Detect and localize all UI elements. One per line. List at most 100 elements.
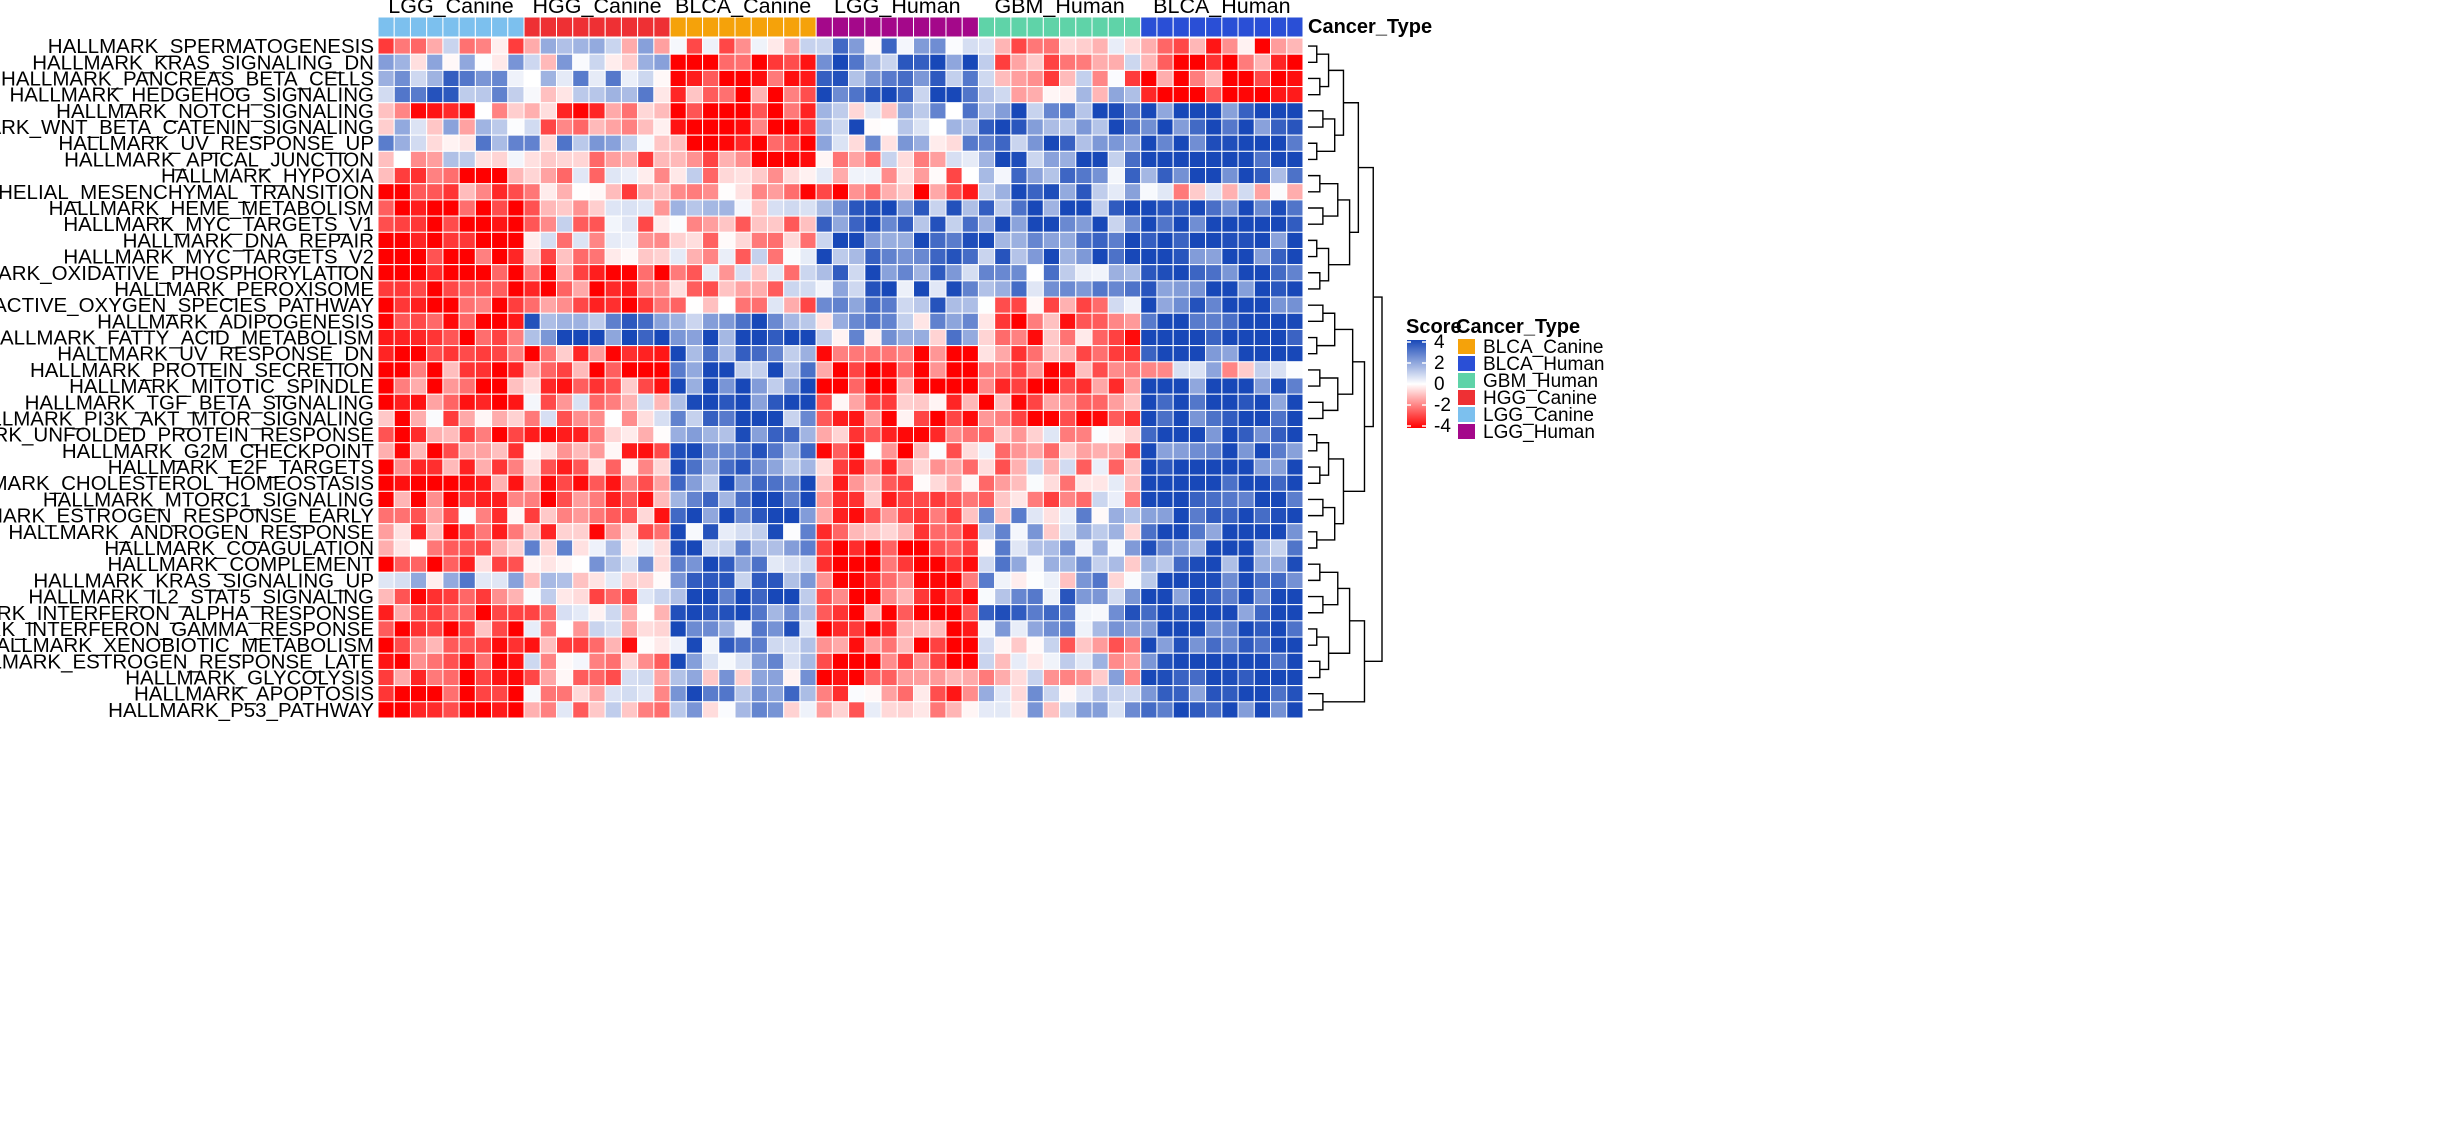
heatmap-cell: [1188, 668, 1207, 687]
heatmap-cell: [669, 37, 687, 55]
heatmap-cell: [1221, 474, 1239, 492]
heatmap-cell: [1237, 604, 1255, 622]
heatmap-cell: [913, 458, 931, 476]
heatmap-cell: [393, 539, 411, 557]
heatmap-cell: [572, 215, 590, 233]
heatmap-cell: [994, 409, 1012, 428]
heatmap-cell: [604, 474, 622, 492]
heatmap-cell: [1270, 668, 1288, 687]
heatmap-cell: [620, 361, 639, 379]
heatmap-cell: [961, 264, 979, 282]
heatmap-cell: [685, 69, 704, 88]
heatmap-cell: [1042, 361, 1061, 379]
heatmap-cell: [1205, 280, 1223, 298]
heatmap-cell: [977, 345, 996, 363]
heatmap-cell: [491, 442, 509, 460]
score-tick-label: 0: [1434, 374, 1445, 395]
heatmap-cell: [783, 668, 801, 687]
heatmap-cell: [1286, 86, 1304, 104]
heatmap-cell: [588, 507, 606, 525]
heatmap-cell: [1140, 507, 1158, 525]
heatmap-cell: [491, 215, 509, 233]
heatmap-cell: [604, 652, 622, 670]
dendrogram-branch: [1343, 361, 1366, 493]
heatmap-cell: [572, 183, 590, 201]
heatmap-cell: [1091, 345, 1109, 363]
heatmap-cell: [442, 587, 460, 606]
heatmap-cell: [523, 264, 541, 282]
heatmap-cell: [864, 231, 882, 249]
heatmap-cell: [507, 328, 525, 347]
heatmap-cell: [961, 280, 979, 298]
annotation-cell-LGG_Canine: [426, 16, 444, 38]
heatmap-cell: [1075, 555, 1093, 573]
heatmap-cell: [734, 167, 752, 185]
heatmap-cell: [1205, 587, 1223, 606]
row-label: HALLMARK_APICAL_JUNCTION: [64, 148, 374, 171]
heatmap-cell: [799, 523, 817, 541]
heatmap-cell: [718, 345, 736, 363]
heatmap-cell: [458, 474, 476, 492]
heatmap-cell: [1010, 264, 1028, 282]
heatmap-cell: [799, 345, 817, 363]
heatmap-cell: [539, 296, 558, 314]
heatmap-cell: [1010, 102, 1028, 120]
heatmap-cell: [1107, 167, 1125, 185]
heatmap-cell: [653, 183, 671, 201]
heatmap-cell: [831, 150, 850, 169]
heatmap-cell: [783, 296, 801, 314]
heatmap-cell: [523, 393, 541, 411]
heatmap-cell: [409, 701, 428, 719]
heatmap-cell: [1172, 280, 1190, 298]
heatmap-cell: [572, 247, 590, 266]
heatmap-cell: [1172, 328, 1190, 347]
heatmap-cell: [523, 539, 541, 557]
heatmap-cell: [945, 507, 963, 525]
heatmap-cell: [929, 69, 947, 88]
heatmap-cell: [458, 442, 476, 460]
heatmap-cell: [1286, 571, 1304, 589]
heatmap-cell: [491, 247, 509, 266]
heatmap-cell: [913, 37, 931, 55]
heatmap-cell: [393, 231, 411, 249]
heatmap-cell: [783, 539, 801, 557]
heatmap-cell: [880, 442, 898, 460]
heatmap-cell: [977, 215, 996, 233]
heatmap-cell: [1123, 199, 1142, 217]
heatmap-cell: [1253, 652, 1272, 670]
heatmap-cell: [1156, 442, 1174, 460]
heatmap-cell: [929, 345, 947, 363]
heatmap-cell: [588, 312, 606, 330]
heatmap-cell: [977, 86, 996, 104]
heatmap-cell: [864, 620, 882, 638]
heatmap-cell: [848, 490, 866, 509]
heatmap-cell: [556, 296, 574, 314]
heatmap-cell: [750, 247, 768, 266]
heatmap-cell: [1026, 685, 1044, 703]
heatmap-cell: [1156, 652, 1174, 670]
heatmap-cell: [961, 523, 979, 541]
heatmap-cell: [653, 296, 671, 314]
heatmap-cell: [1042, 685, 1061, 703]
heatmap-cell: [831, 296, 850, 314]
heatmap-cell: [896, 102, 915, 120]
heatmap-cell: [1172, 377, 1190, 395]
heatmap-cell: [604, 247, 622, 266]
heatmap-cell: [994, 668, 1012, 687]
heatmap-cell: [588, 37, 606, 55]
heatmap-cell: [1075, 247, 1093, 266]
row-label: HALLMARK_COMPLEMENT: [107, 553, 374, 576]
heatmap-cell: [1270, 571, 1288, 589]
heatmap-cell: [1140, 247, 1158, 266]
heatmap-cell: [1221, 555, 1239, 573]
heatmap-cell: [1205, 167, 1223, 185]
heatmap-cell: [653, 312, 671, 330]
heatmap-cell: [377, 280, 395, 298]
dendrogram-branch: [1308, 174, 1321, 193]
group-label: LGG_Human: [834, 0, 961, 18]
heatmap-cell: [880, 102, 898, 120]
heatmap-cell: [1270, 345, 1288, 363]
heatmap-cell: [718, 377, 736, 395]
heatmap-cell: [458, 701, 476, 719]
